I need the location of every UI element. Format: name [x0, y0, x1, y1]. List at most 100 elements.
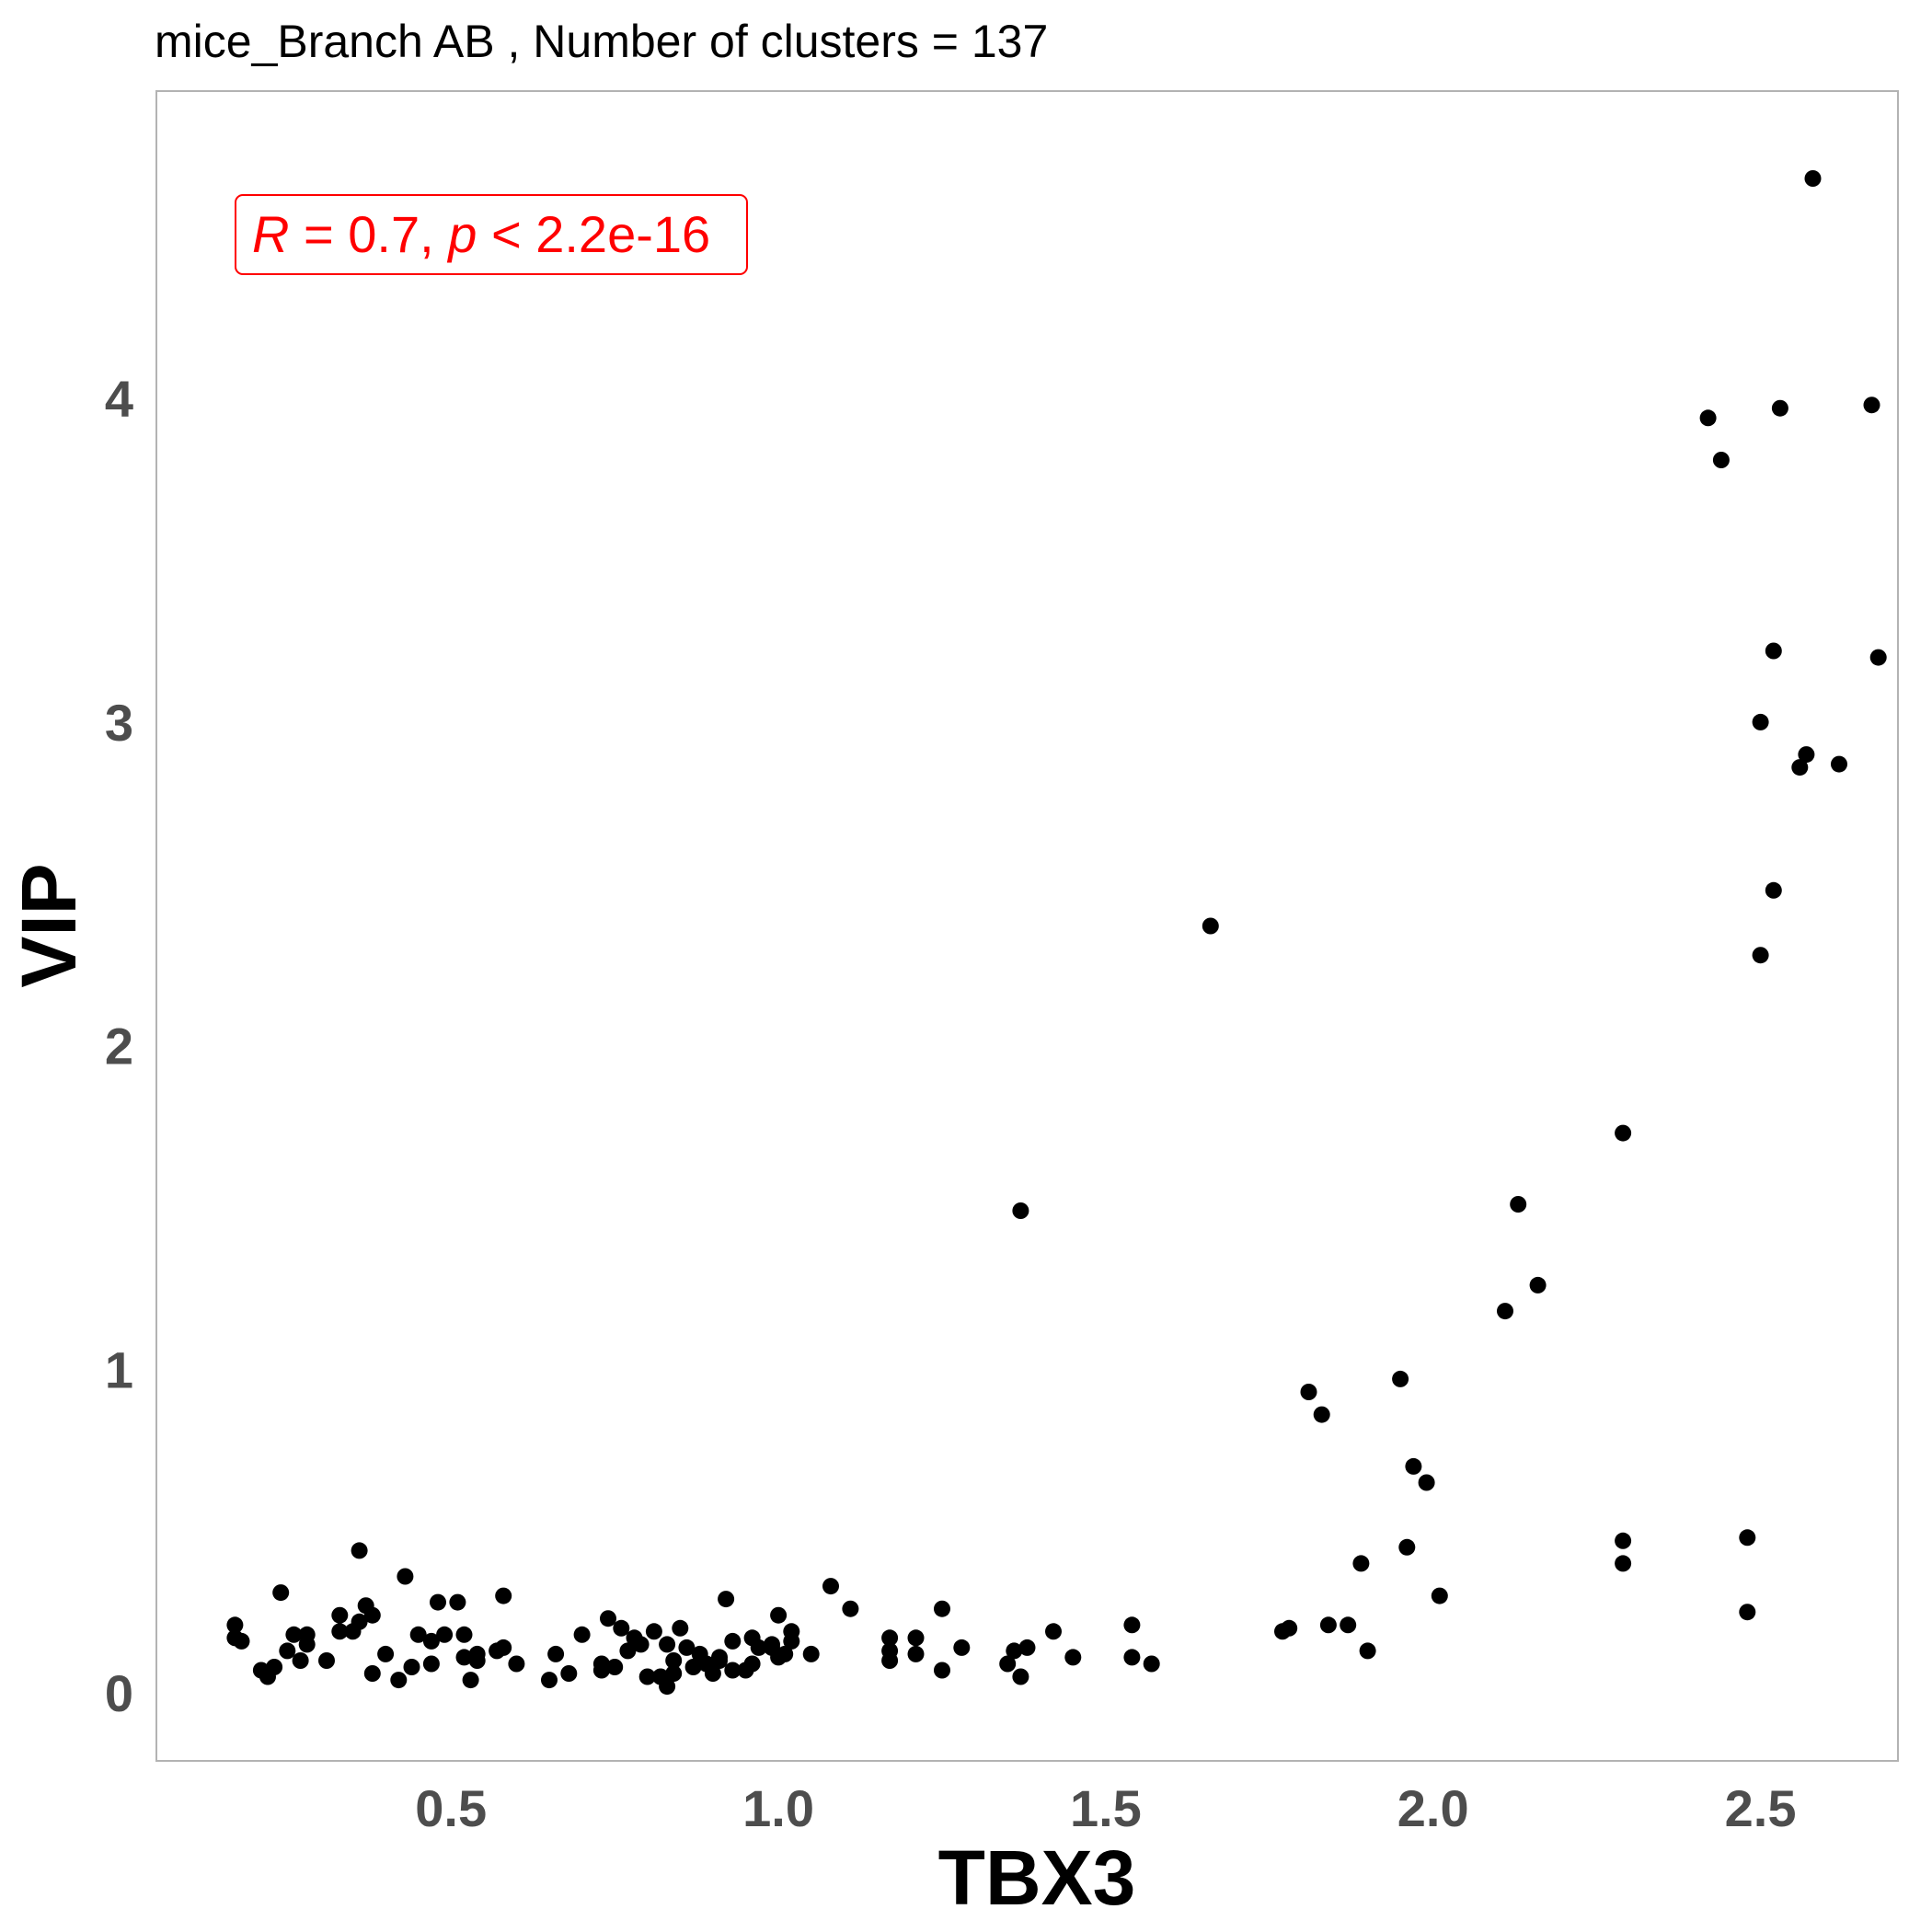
data-point-81 — [907, 1645, 925, 1662]
data-point-21 — [390, 1672, 408, 1689]
data-point-9 — [292, 1652, 309, 1669]
x-tick-label-3: 2.0 — [1397, 1779, 1469, 1837]
data-point-30 — [462, 1672, 479, 1689]
data-point-48 — [638, 1668, 656, 1685]
data-point-80 — [907, 1629, 925, 1647]
data-point-110 — [1510, 1196, 1527, 1213]
data-point-131 — [711, 1649, 728, 1666]
data-point-34 — [495, 1639, 512, 1656]
data-point-84 — [953, 1639, 971, 1656]
data-point-105 — [1398, 1538, 1416, 1556]
data-point-129 — [1869, 649, 1887, 666]
data-point-91 — [1064, 1649, 1082, 1666]
data-point-55 — [672, 1619, 689, 1637]
y-tick-label-4: 4 — [105, 370, 133, 428]
data-point-86 — [1006, 1642, 1023, 1660]
data-point-0 — [226, 1616, 244, 1634]
data-point-94 — [1143, 1655, 1160, 1673]
data-point-72 — [776, 1645, 794, 1662]
data-point-99 — [1313, 1406, 1330, 1423]
data-point-82 — [934, 1662, 950, 1679]
data-point-106 — [1405, 1457, 1422, 1475]
data-point-90 — [1045, 1623, 1062, 1640]
data-point-22 — [397, 1568, 414, 1585]
data-point-13 — [331, 1623, 349, 1640]
data-point-133 — [560, 1665, 578, 1682]
data-point-66 — [743, 1655, 761, 1673]
data-point-119 — [1752, 947, 1769, 964]
data-point-136 — [422, 1655, 440, 1673]
y-tick-label-3: 3 — [105, 694, 133, 752]
data-point-62 — [718, 1591, 735, 1608]
data-point-83 — [934, 1600, 950, 1617]
data-point-134 — [881, 1629, 899, 1647]
data-point-51 — [659, 1678, 676, 1696]
data-point-35 — [495, 1587, 512, 1604]
x-tick-label-2: 1.5 — [1070, 1779, 1142, 1837]
annotation-r-value: = 0.7, — [289, 205, 448, 263]
data-point-124 — [1791, 759, 1809, 776]
data-point-127 — [1831, 755, 1847, 773]
data-point-103 — [1359, 1642, 1376, 1660]
chart-title: mice_Branch AB , Number of clusters = 13… — [155, 16, 1048, 67]
data-point-111 — [1529, 1276, 1547, 1294]
data-point-107 — [1418, 1474, 1435, 1491]
y-tick-label-1: 1 — [105, 1340, 133, 1398]
annotation-text: R = 0.7, p < 2.2e-16 — [252, 205, 710, 263]
y-axis-title: VIP — [6, 863, 92, 987]
y-axis-ticks: 0 1 2 3 4 — [105, 370, 133, 1722]
data-point-120 — [1752, 713, 1769, 730]
annotation-box — [235, 194, 748, 275]
annotation-p-symbol: p — [446, 205, 477, 263]
x-tick-label-0: 0.5 — [415, 1779, 487, 1837]
data-point-126 — [1804, 170, 1822, 187]
data-point-108 — [1431, 1587, 1448, 1604]
data-point-135 — [344, 1623, 362, 1640]
data-point-24 — [409, 1626, 427, 1643]
y-tick-label-2: 2 — [105, 1018, 133, 1075]
data-point-104 — [1392, 1370, 1409, 1387]
data-point-63 — [724, 1662, 742, 1679]
data-point-44 — [613, 1619, 630, 1637]
data-point-114 — [1615, 1124, 1632, 1142]
data-point-6 — [272, 1584, 290, 1602]
correlation-annotation: R = 0.7, p < 2.2e-16 — [235, 194, 748, 275]
data-point-2 — [233, 1632, 250, 1650]
data-point-113 — [1615, 1555, 1632, 1572]
data-point-68 — [750, 1639, 767, 1656]
data-point-79 — [881, 1652, 899, 1669]
data-point-45 — [619, 1642, 637, 1660]
data-point-23 — [403, 1659, 420, 1675]
data-point-5 — [266, 1659, 283, 1675]
data-point-76 — [822, 1578, 839, 1595]
data-point-26 — [430, 1593, 446, 1611]
data-point-87 — [1012, 1668, 1029, 1685]
data-point-115 — [1699, 409, 1717, 427]
data-point-100 — [1319, 1616, 1337, 1634]
data-point-74 — [783, 1623, 800, 1640]
x-axis-ticks: 0.5 1.0 1.5 2.0 2.5 — [415, 1779, 1796, 1837]
data-point-43 — [606, 1659, 624, 1675]
data-point-117 — [1739, 1529, 1756, 1547]
data-point-27 — [436, 1626, 454, 1643]
data-point-121 — [1765, 642, 1782, 660]
data-point-102 — [1352, 1555, 1370, 1572]
data-point-11 — [298, 1636, 316, 1653]
data-point-32 — [468, 1645, 486, 1662]
data-point-116 — [1712, 452, 1730, 468]
data-point-19 — [363, 1606, 381, 1624]
plot-panel-border — [155, 90, 1899, 1762]
data-point-38 — [547, 1645, 565, 1662]
data-point-112 — [1615, 1532, 1632, 1549]
data-point-49 — [645, 1623, 662, 1640]
data-point-88 — [1012, 1202, 1029, 1219]
annotation-r-symbol: R — [252, 205, 289, 263]
data-point-98 — [1300, 1384, 1317, 1400]
data-point-18 — [363, 1665, 381, 1682]
data-point-25 — [422, 1632, 440, 1650]
data-point-123 — [1771, 399, 1788, 417]
annotation-p-value: < 2.2e-16 — [477, 205, 710, 263]
data-point-70 — [770, 1606, 788, 1624]
data-point-132 — [764, 1636, 780, 1653]
data-point-42 — [600, 1610, 616, 1627]
